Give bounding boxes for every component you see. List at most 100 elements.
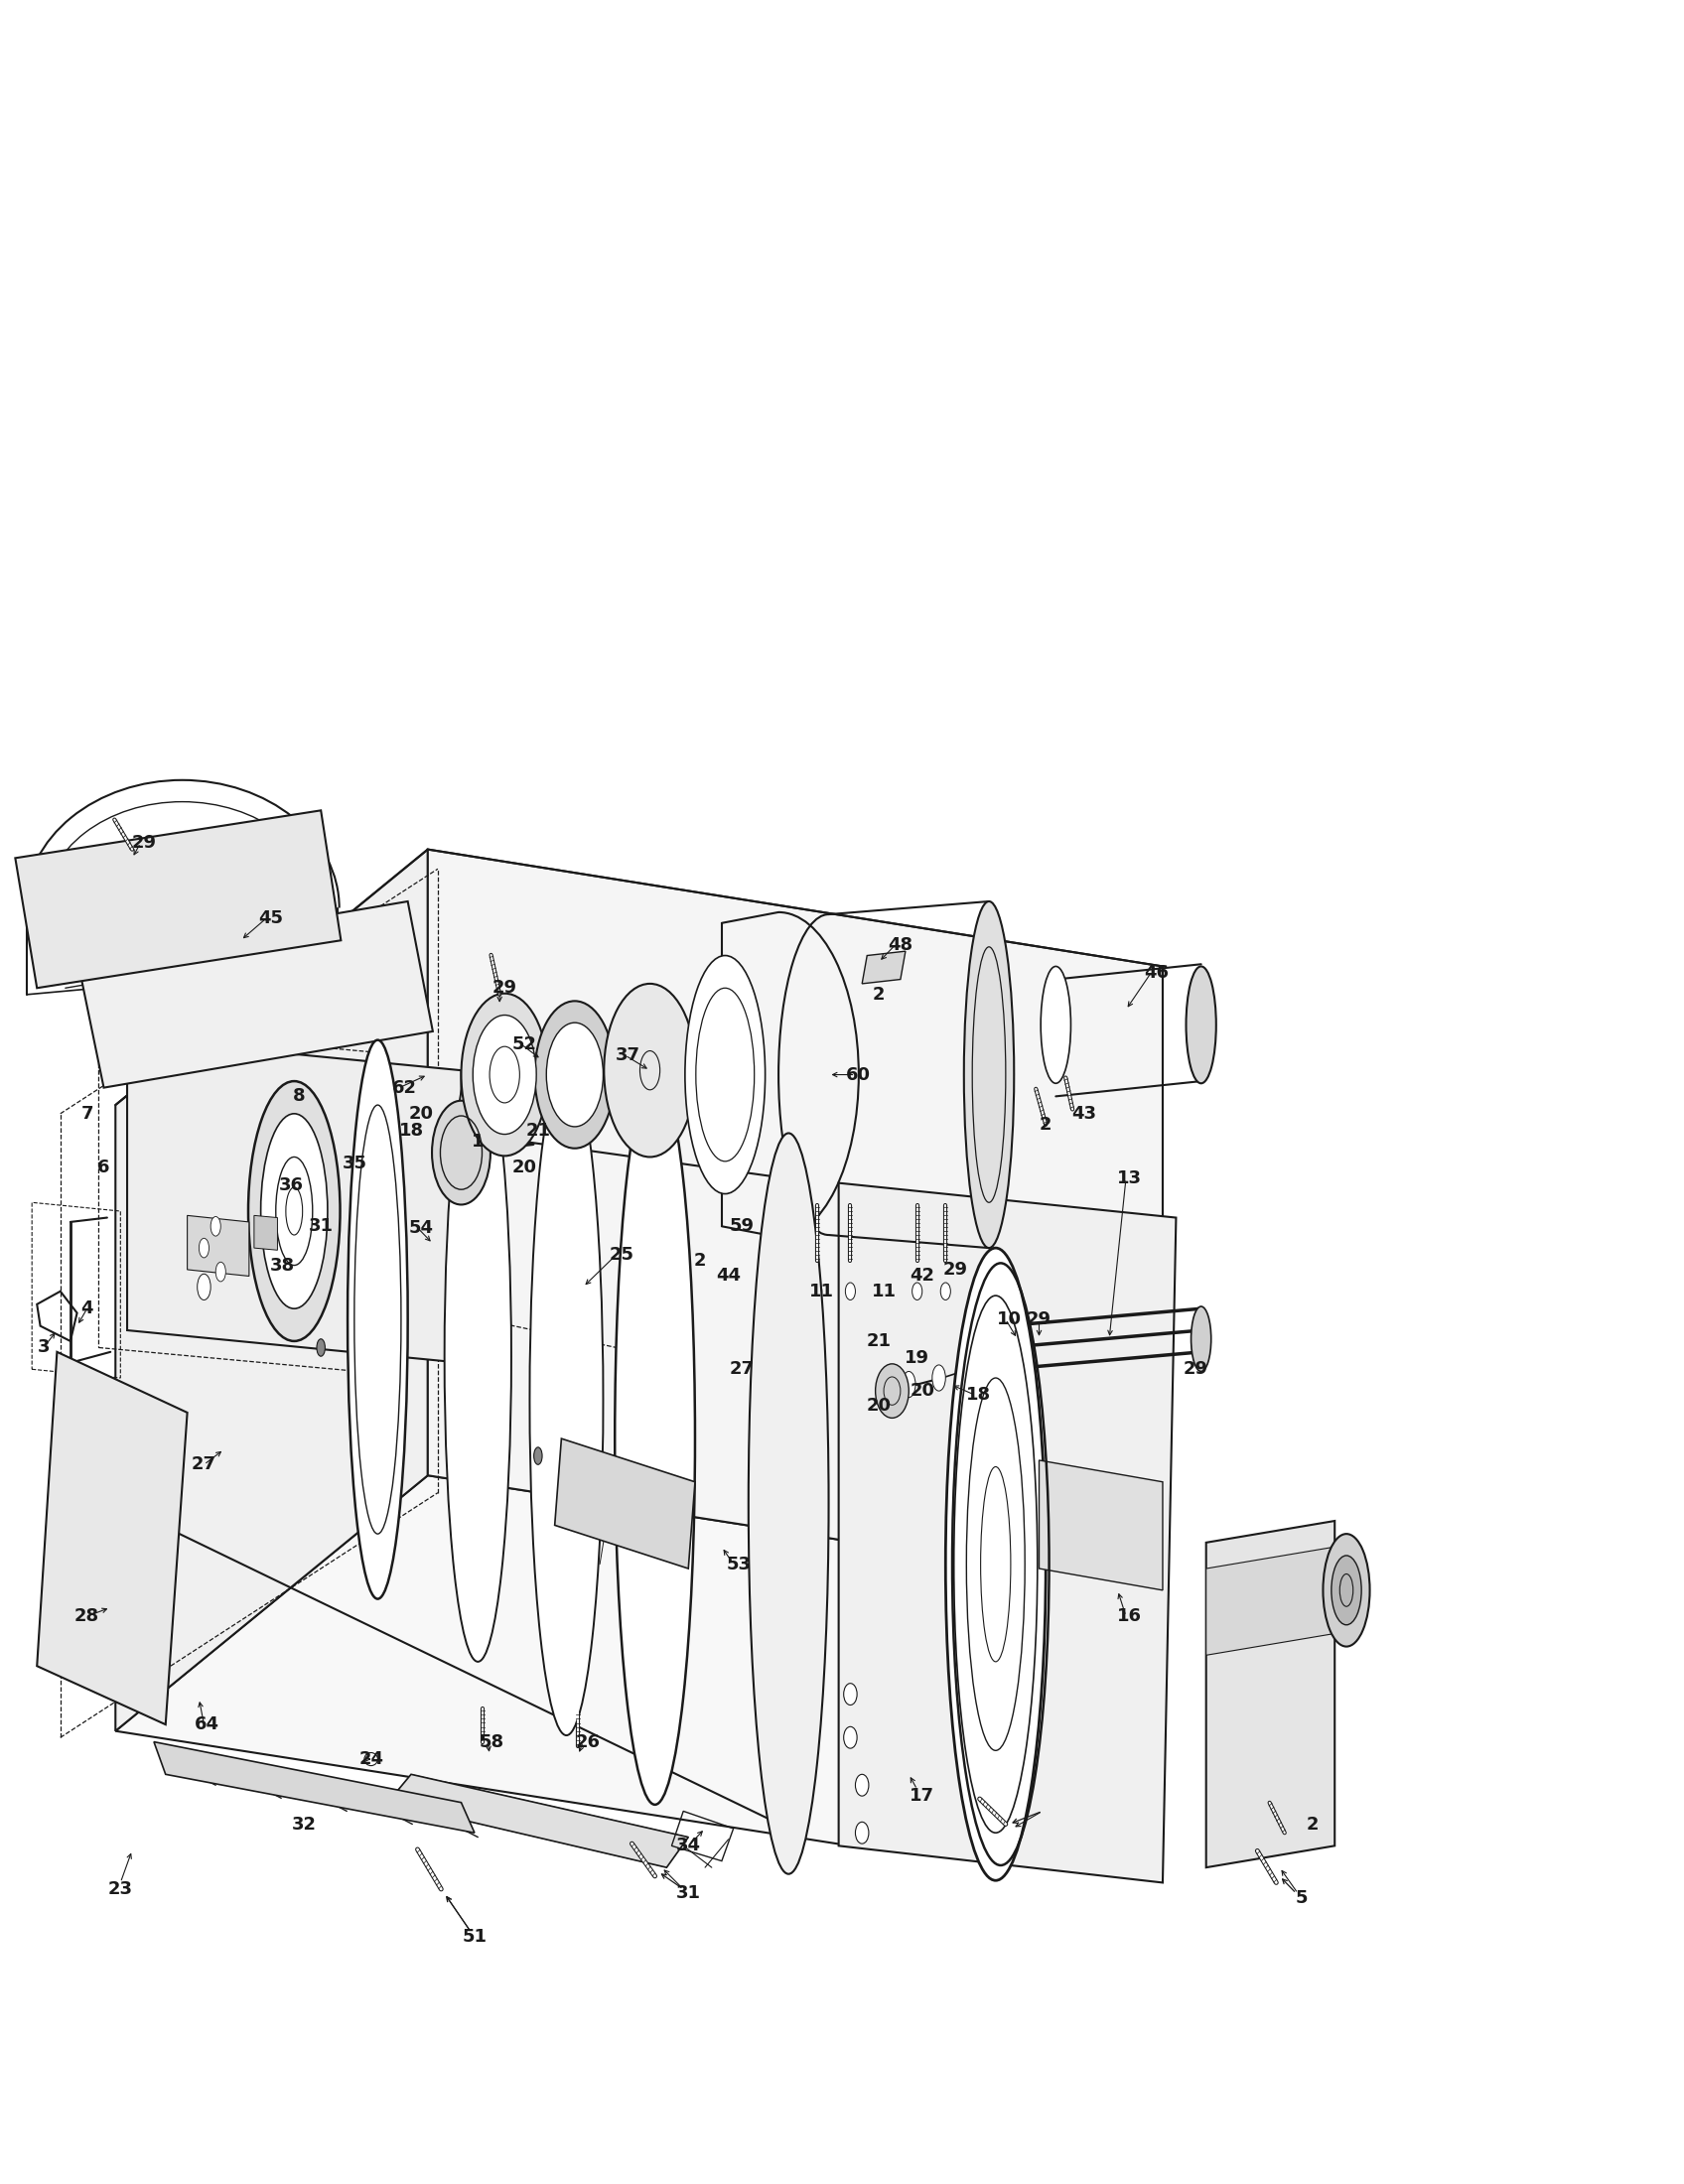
Text: 2: 2	[1039, 1116, 1052, 1133]
Ellipse shape	[248, 1081, 340, 1341]
Ellipse shape	[844, 1684, 857, 1706]
Text: 21: 21	[866, 1332, 891, 1350]
Ellipse shape	[876, 1363, 909, 1417]
Ellipse shape	[1218, 1701, 1229, 1721]
Text: 43: 43	[1071, 1105, 1096, 1123]
Polygon shape	[428, 850, 1162, 1590]
Polygon shape	[554, 1439, 695, 1568]
Text: 17: 17	[909, 1787, 935, 1804]
Text: 29: 29	[1184, 1361, 1209, 1378]
Polygon shape	[153, 1743, 475, 1832]
Polygon shape	[1206, 1546, 1335, 1655]
Text: 31: 31	[308, 1216, 333, 1236]
Text: 35: 35	[342, 1155, 367, 1173]
Polygon shape	[128, 1037, 461, 1363]
Text: 64: 64	[195, 1717, 219, 1734]
Text: 2: 2	[694, 1251, 706, 1269]
Text: 20: 20	[409, 1105, 433, 1123]
Ellipse shape	[530, 1064, 603, 1736]
Ellipse shape	[1241, 1701, 1251, 1721]
Text: 2: 2	[872, 985, 886, 1002]
Text: 37: 37	[616, 1046, 640, 1064]
Ellipse shape	[1263, 1701, 1275, 1721]
Text: 5: 5	[1295, 1889, 1307, 1907]
Ellipse shape	[1287, 1815, 1298, 1835]
Ellipse shape	[945, 1247, 1046, 1880]
Text: 29: 29	[492, 978, 517, 996]
Text: 60: 60	[847, 1066, 871, 1083]
Ellipse shape	[536, 1000, 615, 1149]
Text: 38: 38	[269, 1256, 295, 1273]
Ellipse shape	[1287, 1645, 1298, 1664]
Polygon shape	[1206, 1520, 1335, 1867]
Text: 42: 42	[909, 1267, 935, 1284]
Ellipse shape	[473, 1016, 536, 1133]
Ellipse shape	[1287, 1701, 1298, 1721]
Ellipse shape	[1218, 1590, 1229, 1610]
Text: 25: 25	[610, 1245, 633, 1262]
Ellipse shape	[1218, 1758, 1229, 1778]
Polygon shape	[1039, 1461, 1162, 1590]
Ellipse shape	[216, 1262, 226, 1282]
Ellipse shape	[1218, 1815, 1229, 1835]
Text: 1: 1	[472, 1133, 483, 1151]
Text: 20: 20	[512, 1160, 537, 1177]
Ellipse shape	[1241, 1758, 1251, 1778]
Text: 10: 10	[997, 1310, 1022, 1328]
Text: 28: 28	[74, 1607, 99, 1625]
Polygon shape	[839, 1184, 1175, 1883]
Ellipse shape	[913, 1282, 923, 1299]
Text: 45: 45	[258, 911, 283, 928]
Text: 18: 18	[967, 1387, 992, 1404]
Text: 23: 23	[108, 1880, 133, 1898]
Ellipse shape	[266, 1094, 281, 1123]
Text: 46: 46	[1143, 963, 1169, 983]
Text: 31: 31	[675, 1885, 701, 1902]
Ellipse shape	[748, 1133, 829, 1874]
Ellipse shape	[1263, 1590, 1275, 1610]
Polygon shape	[387, 1773, 689, 1867]
Ellipse shape	[546, 1022, 603, 1127]
Ellipse shape	[933, 1365, 945, 1391]
Ellipse shape	[1241, 1815, 1251, 1835]
Text: 7: 7	[81, 1105, 93, 1123]
Text: 24: 24	[359, 1749, 384, 1769]
Ellipse shape	[1287, 1590, 1298, 1610]
Text: 44: 44	[716, 1267, 741, 1284]
Polygon shape	[116, 1476, 1162, 1845]
Ellipse shape	[855, 1821, 869, 1843]
Ellipse shape	[364, 1754, 377, 1765]
Polygon shape	[116, 850, 428, 1732]
Ellipse shape	[605, 983, 695, 1158]
Text: 19: 19	[904, 1350, 930, 1367]
Ellipse shape	[1332, 1555, 1361, 1625]
Ellipse shape	[1191, 1306, 1211, 1372]
Ellipse shape	[941, 1282, 950, 1299]
Text: 58: 58	[478, 1732, 504, 1752]
Ellipse shape	[903, 1372, 916, 1398]
Ellipse shape	[199, 1238, 209, 1258]
Ellipse shape	[197, 1273, 210, 1299]
Ellipse shape	[1263, 1645, 1275, 1664]
Polygon shape	[37, 1352, 187, 1725]
Text: 26: 26	[576, 1732, 601, 1752]
Ellipse shape	[844, 1728, 857, 1749]
Text: 29: 29	[943, 1260, 968, 1278]
Text: 20: 20	[909, 1382, 935, 1400]
Ellipse shape	[445, 1051, 512, 1662]
Text: 48: 48	[887, 935, 913, 954]
Ellipse shape	[461, 994, 547, 1155]
Ellipse shape	[963, 902, 1014, 1247]
Ellipse shape	[845, 1282, 855, 1299]
Text: 27: 27	[729, 1361, 754, 1378]
Text: 18: 18	[399, 1123, 424, 1140]
Ellipse shape	[347, 1040, 408, 1599]
Text: 27: 27	[192, 1457, 216, 1474]
Ellipse shape	[615, 1072, 695, 1804]
Ellipse shape	[685, 957, 765, 1195]
Ellipse shape	[210, 1216, 221, 1236]
Text: 2: 2	[1307, 1815, 1319, 1832]
Ellipse shape	[1263, 1758, 1275, 1778]
Ellipse shape	[261, 1114, 328, 1308]
Ellipse shape	[812, 1282, 822, 1299]
